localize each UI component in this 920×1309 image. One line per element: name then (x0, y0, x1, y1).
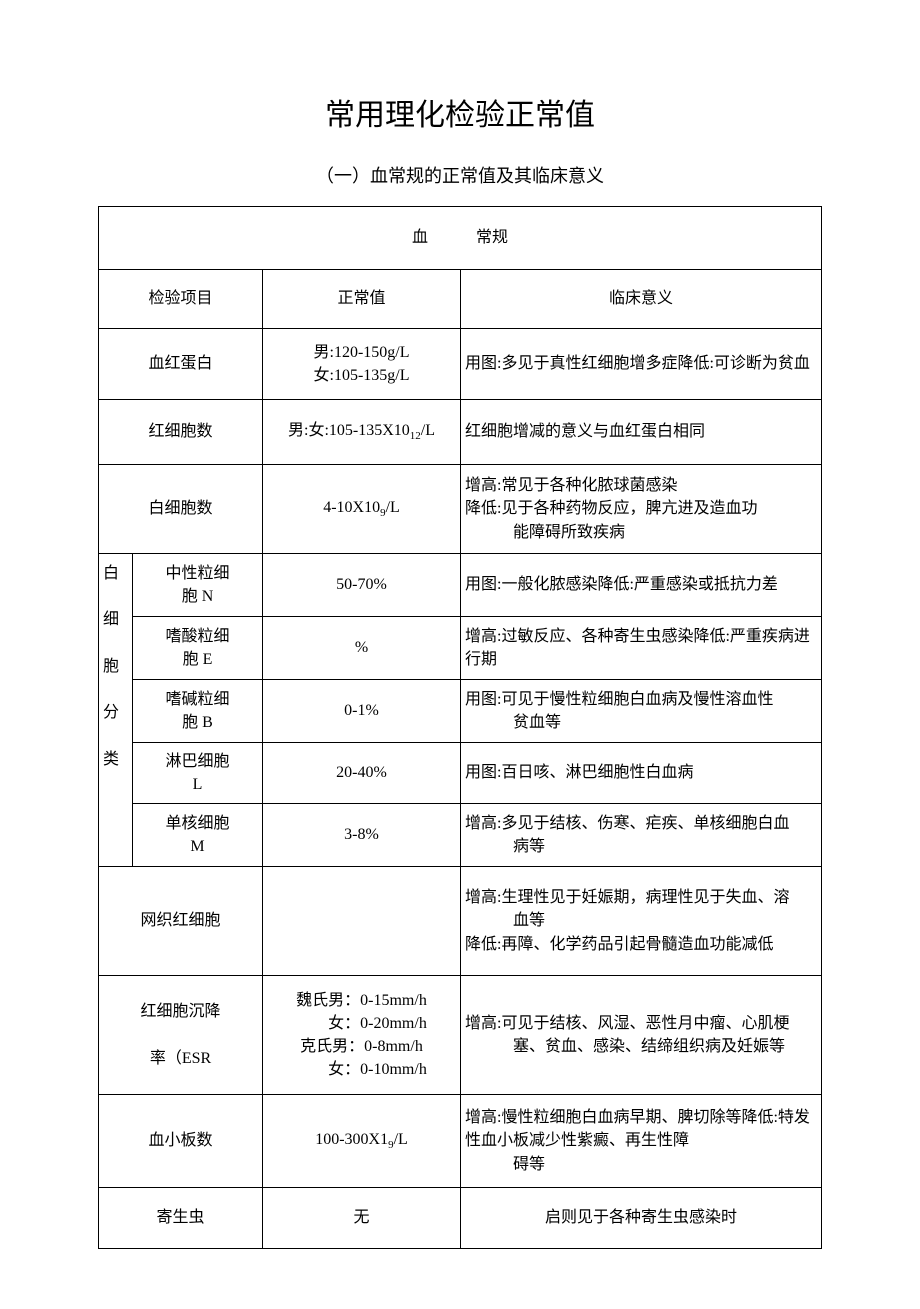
value-cell: 男:120-150g/L 女:105-135g/L (263, 329, 461, 400)
value-cell (263, 867, 461, 976)
table-row: 白细胞数 4-10X109/L 增高:常见于各种化脓球菌感染 降低:见于各种药物… (99, 465, 822, 554)
item-cell: 中性粒细 胞 N (133, 554, 263, 617)
table-row: 检验项目 正常值 临床意义 (99, 270, 822, 329)
value-cell: 4-10X109/L (263, 465, 461, 554)
table-row: 淋巴细胞 L 20-40% 用图:百日咳、淋巴细胞性白血病 (99, 743, 822, 804)
item-cell: 嗜酸粒细 胞 E (133, 617, 263, 680)
col-item: 检验项目 (99, 270, 263, 329)
table-row: 血小板数 100-300X19/L 增高:慢性粒细胞白血病早期、脾切除等降低:特… (99, 1095, 822, 1188)
col-value: 正常值 (263, 270, 461, 329)
item-cell: 单核细胞 M (133, 804, 263, 867)
value-text: /L (394, 1131, 408, 1148)
table-row: 红细胞数 男:女:105-135X1012/L 红细胞增减的意义与血红蛋白相同 (99, 400, 822, 465)
meaning-cell: 用图:一般化脓感染降低:严重感染或抵抗力差 (461, 554, 822, 617)
table-row: 嗜酸粒细 胞 E % 增高:过敏反应、各种寄生虫感染降低:严重疾病进行期 (99, 617, 822, 680)
item-cell: 血小板数 (99, 1095, 263, 1188)
table-header-cell: 血 常规 (99, 207, 822, 270)
table-row: 红细胞沉降 率（ESR 魏氏男：0-15mm/h 女：0-20mm/h 克氏男：… (99, 976, 822, 1095)
meaning-cell: 用图:多见于真性红细胞增多症降低:可诊断为贫血 (461, 329, 822, 400)
value-cell: % (263, 617, 461, 680)
meaning-cell: 用图:可见于慢性粒细胞白血病及慢性溶血性 贫血等 (461, 680, 822, 743)
value-cell: 无 (263, 1188, 461, 1249)
value-cell: 3-8% (263, 804, 461, 867)
value-text: /L (386, 499, 400, 516)
meaning-cell: 红细胞增减的意义与血红蛋白相同 (461, 400, 822, 465)
item-cell: 淋巴细胞 L (133, 743, 263, 804)
item-cell: 寄生虫 (99, 1188, 263, 1249)
item-cell: 白细胞数 (99, 465, 263, 554)
value-line: 男:120-150g/L (314, 344, 410, 361)
meaning-cell: 增高:可见于结核、风湿、恶性月中瘤、心肌梗 塞、贫血、感染、结缔组织病及妊娠等 (461, 976, 822, 1095)
table-row: 网织红细胞 增高:生理性见于妊娠期，病理性见于失血、溶 血等 降低:再障、化学药… (99, 867, 822, 976)
meaning-cell: 增高:多见于结核、伤寒、疟疾、单核细胞白血 病等 (461, 804, 822, 867)
value-cell: 50-70% (263, 554, 461, 617)
table-row: 血红蛋白 男:120-150g/L 女:105-135g/L 用图:多见于真性红… (99, 329, 822, 400)
meaning-cell: 增高:慢性粒细胞白血病早期、脾切除等降低:特发性血小板减少性紫癜、再生性障 碍等 (461, 1095, 822, 1188)
value-line: 女:105-135g/L (314, 367, 410, 384)
value-text: /L (421, 422, 435, 439)
page-title: 常用理化检验正常值 (98, 90, 822, 134)
value-cell: 20-40% (263, 743, 461, 804)
value-text: 4-10X10 (323, 499, 380, 516)
item-cell: 红细胞数 (99, 400, 263, 465)
item-cell: 血红蛋白 (99, 329, 263, 400)
meaning-cell: 用图:百日咳、淋巴细胞性白血病 (461, 743, 822, 804)
wbc-group-label: 白 细 胞 分 类 (99, 554, 133, 867)
table-row: 寄生虫 无 启则见于各种寄生虫感染时 (99, 1188, 822, 1249)
value-sub: 12 (410, 430, 421, 442)
meaning-cell: 增高:生理性见于妊娠期，病理性见于失血、溶 血等 降低:再障、化学药品引起骨髓造… (461, 867, 822, 976)
section-subtitle: （一）血常规的正常值及其临床意义 (98, 162, 822, 188)
item-cell: 红细胞沉降 率（ESR (99, 976, 263, 1095)
value-text: 100-300X1 (315, 1131, 388, 1148)
value-cell: 0-1% (263, 680, 461, 743)
table-row: 白 细 胞 分 类 中性粒细 胞 N 50-70% 用图:一般化脓感染降低:严重… (99, 554, 822, 617)
table-row: 嗜碱粒细 胞 B 0-1% 用图:可见于慢性粒细胞白血病及慢性溶血性 贫血等 (99, 680, 822, 743)
value-cell: 男:女:105-135X1012/L (263, 400, 461, 465)
value-cell: 100-300X19/L (263, 1095, 461, 1188)
meaning-cell: 启则见于各种寄生虫感染时 (461, 1188, 822, 1249)
item-cell: 网织红细胞 (99, 867, 263, 976)
meaning-cell: 增高:常见于各种化脓球菌感染 降低:见于各种药物反应，脾亢进及造血功 能障碍所致… (461, 465, 822, 554)
value-text: 男:女:105-135X10 (288, 422, 410, 439)
item-cell: 嗜碱粒细 胞 B (133, 680, 263, 743)
blood-routine-table: 血 常规 检验项目 正常值 临床意义 血红蛋白 男:120-150g/L 女:1… (98, 206, 822, 1249)
value-cell: 魏氏男：0-15mm/h 女：0-20mm/h 克氏男：0-8mm/h 女：0-… (263, 976, 461, 1095)
table-row: 单核细胞 M 3-8% 增高:多见于结核、伤寒、疟疾、单核细胞白血 病等 (99, 804, 822, 867)
table-row: 血 常规 (99, 207, 822, 270)
col-meaning: 临床意义 (461, 270, 822, 329)
meaning-cell: 增高:过敏反应、各种寄生虫感染降低:严重疾病进行期 (461, 617, 822, 680)
